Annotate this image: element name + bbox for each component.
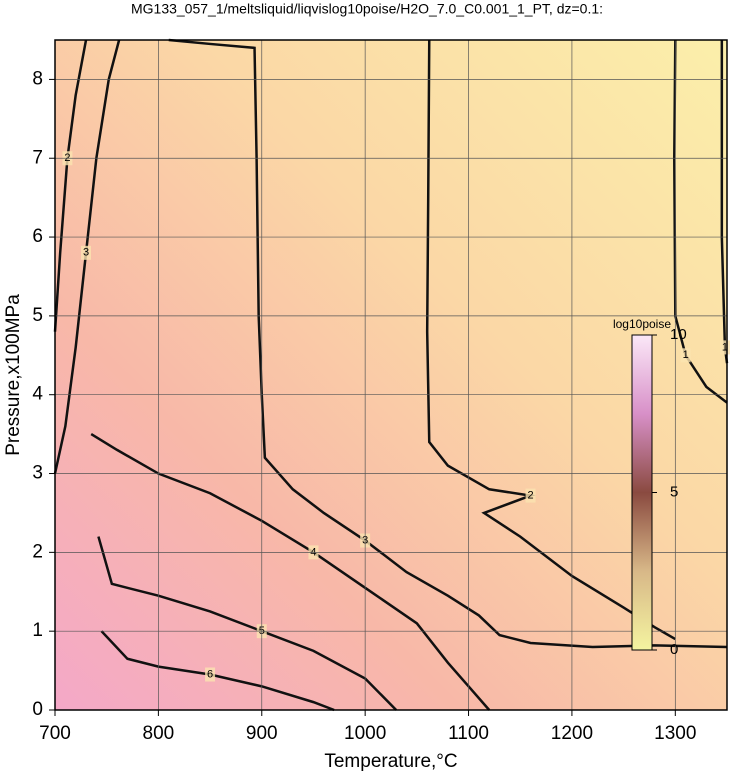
y-axis-label: Pressure,x100MPa bbox=[3, 294, 24, 456]
contour-label-bg bbox=[719, 340, 730, 355]
colorbar bbox=[631, 334, 653, 651]
y-tick-label: 3 bbox=[32, 463, 43, 484]
x-tick-label: 700 bbox=[39, 723, 71, 744]
y-tick-label: 4 bbox=[32, 384, 43, 405]
plot-area: 3211456327008009001000110012001300012345… bbox=[32, 38, 730, 744]
contour-label: 2 bbox=[528, 490, 534, 502]
colorbar-label: log10poise bbox=[613, 317, 671, 331]
x-tick-label: 1000 bbox=[344, 723, 386, 744]
contour-label: 1 bbox=[722, 341, 728, 353]
contour-label: 1 bbox=[683, 349, 689, 361]
contour-line bbox=[720, 40, 729, 364]
colorbar-tick-label: 10 bbox=[670, 326, 687, 343]
x-tick-label: 800 bbox=[143, 723, 175, 744]
contour-label-bg bbox=[81, 245, 92, 260]
contour-label: 3 bbox=[83, 247, 89, 259]
x-tick-label: 1100 bbox=[448, 723, 489, 744]
x-tick-label: 900 bbox=[246, 723, 278, 744]
contour-line bbox=[673, 39, 728, 404]
contour-label-bg bbox=[205, 667, 216, 682]
y-tick-label: 2 bbox=[32, 541, 43, 562]
y-tick-label: 7 bbox=[32, 147, 43, 168]
x-axis-label: Temperature,°C bbox=[324, 751, 457, 772]
y-tick-label: 0 bbox=[32, 699, 43, 720]
contour-line bbox=[168, 38, 728, 649]
y-tick-label: 6 bbox=[32, 226, 43, 247]
contour-label-bg bbox=[680, 348, 691, 363]
y-tick-label: 8 bbox=[32, 68, 43, 89]
contour-line bbox=[97, 536, 398, 711]
y-tick-label: 5 bbox=[32, 305, 43, 326]
x-tick-label: 1300 bbox=[654, 723, 696, 744]
contour-label-bg bbox=[525, 488, 536, 503]
contour-label: 6 bbox=[207, 668, 213, 680]
chart-title: MG133_057_1/meltsliquid/liqvislog10poise… bbox=[131, 1, 603, 17]
x-tick-label: 1200 bbox=[551, 723, 593, 744]
plot-frame bbox=[54, 39, 728, 711]
y-tick-label: 1 bbox=[32, 620, 43, 641]
colorbar-tick-label: 0 bbox=[670, 641, 678, 658]
colorbar-tick-label: 5 bbox=[670, 483, 678, 500]
